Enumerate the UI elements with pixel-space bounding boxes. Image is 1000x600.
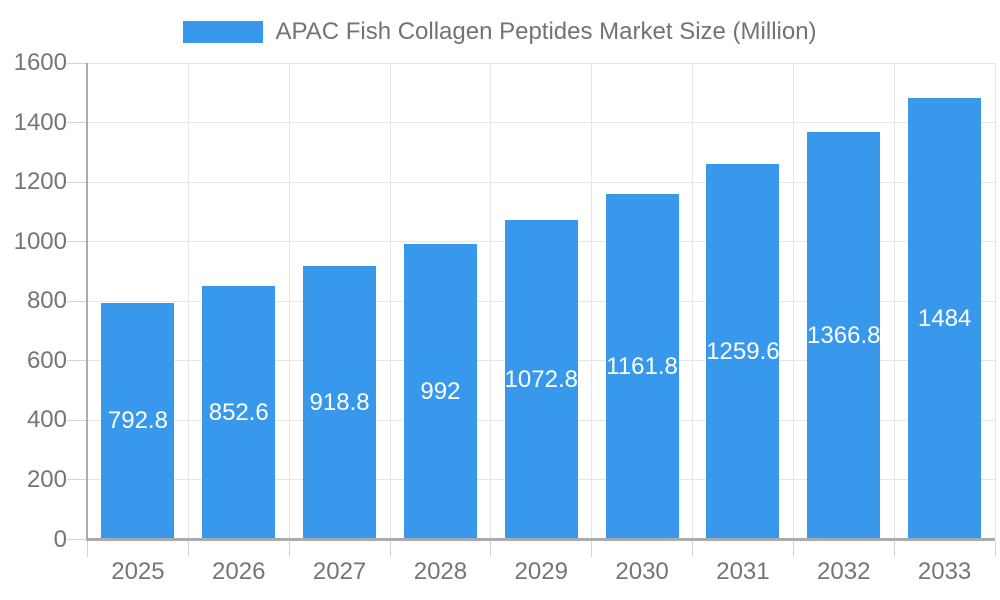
y-axis-tick-label: 400 (26, 406, 67, 434)
y-axis-tick-mark (67, 122, 86, 124)
x-axis-tick-mark (288, 540, 290, 557)
y-axis-tick-mark (67, 419, 86, 421)
x-axis-tick-mark (389, 540, 391, 557)
bar-2031 (706, 164, 780, 540)
gridline-horizontal (87, 122, 995, 124)
bar-2028 (403, 244, 477, 540)
gridline-horizontal (87, 181, 995, 183)
bar-value-label: 918.8 (309, 388, 370, 416)
y-axis-tick-mark (67, 360, 86, 362)
y-axis-tick-mark (67, 300, 86, 302)
x-axis-tick-label: 2031 (716, 558, 770, 585)
bar-2027 (303, 265, 377, 540)
bar-value-label: 1259.6 (706, 337, 780, 365)
y-axis-tick-label: 0 (53, 525, 67, 553)
x-axis-tick-mark (591, 540, 593, 557)
gridline-horizontal (87, 62, 995, 64)
bar-2032 (807, 132, 881, 540)
bar-value-label: 992 (420, 377, 461, 405)
gridline-vertical (692, 62, 693, 540)
bar-2025 (101, 303, 175, 540)
chart-legend[interactable]: APAC Fish Collagen Peptides Market Size … (0, 20, 1000, 44)
bar-value-label: 1161.8 (606, 352, 678, 380)
bar-2026 (202, 285, 276, 540)
bar-value-label: 1366.8 (807, 321, 881, 349)
y-axis-tick-label: 1400 (13, 108, 67, 136)
x-axis-tick-label: 2029 (514, 558, 568, 585)
y-axis-tick-label: 1000 (13, 227, 67, 255)
legend-label: APAC Fish Collagen Peptides Market Size … (275, 18, 817, 45)
x-axis-tick-label: 2032 (817, 558, 871, 585)
gridline-vertical (288, 62, 290, 540)
y-axis-tick-label: 600 (26, 346, 67, 374)
y-axis-line (85, 63, 88, 541)
gridline-vertical (893, 62, 895, 540)
y-axis-tick-label: 800 (26, 287, 67, 315)
x-axis-tick-label: 2030 (615, 558, 669, 585)
y-axis-tick-mark (67, 181, 86, 183)
x-axis-tick-mark (792, 540, 794, 557)
y-axis-tick-label: 1600 (13, 49, 67, 76)
x-axis-tick-mark (692, 540, 693, 557)
bar-value-label: 1484 (917, 304, 972, 332)
bar-2033 (908, 97, 982, 540)
gridline-vertical (994, 62, 996, 540)
gridline-vertical (591, 62, 593, 540)
x-axis-tick-label: 2028 (413, 558, 468, 585)
x-axis-tick-mark (87, 540, 88, 557)
y-axis-tick-label: 200 (26, 465, 67, 493)
bar-value-label: 852.6 (208, 398, 269, 426)
bar-2030 (605, 193, 679, 540)
x-axis-line (85, 538, 995, 541)
y-axis-tick-mark (67, 62, 86, 64)
gridline-vertical (187, 62, 189, 540)
legend-swatch (183, 21, 264, 43)
y-axis-tick-mark (67, 479, 86, 481)
y-axis-tick-label: 1200 (13, 168, 67, 196)
x-axis-tick-mark (490, 540, 492, 557)
x-axis-tick-mark (187, 540, 189, 557)
gridline-vertical (792, 62, 794, 540)
y-axis-tick-mark (67, 539, 86, 540)
bar-value-label: 1072.8 (504, 365, 578, 393)
x-axis-tick-label: 2025 (111, 558, 165, 585)
gridline-vertical (389, 62, 391, 540)
x-axis-tick-label: 2033 (917, 558, 972, 585)
x-axis-tick-mark (994, 540, 996, 557)
bar-value-label: 792.8 (107, 407, 168, 435)
gridline-vertical (490, 62, 492, 540)
x-axis-tick-label: 2026 (212, 558, 266, 585)
x-axis-tick-label: 2027 (312, 558, 367, 585)
y-axis-tick-mark (67, 241, 86, 243)
x-axis-tick-mark (893, 540, 895, 557)
bar-2029 (504, 220, 578, 540)
